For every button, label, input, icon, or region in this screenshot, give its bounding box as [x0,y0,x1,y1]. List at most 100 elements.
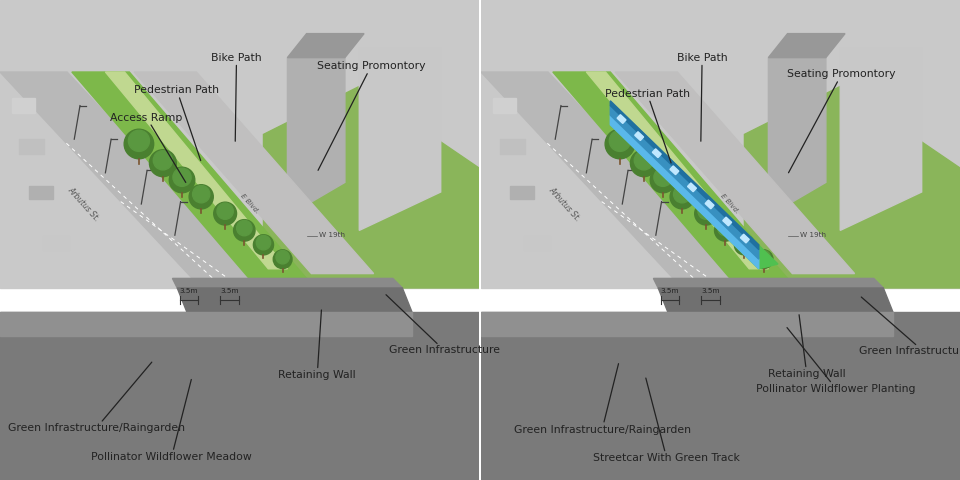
Circle shape [631,150,658,177]
Circle shape [173,168,191,186]
Circle shape [169,167,195,193]
Bar [0,312,479,480]
Bar [687,183,696,192]
Bar [635,132,643,141]
Polygon shape [611,101,758,250]
Text: Pedestrian Path: Pedestrian Path [605,89,690,163]
Polygon shape [287,58,345,216]
Polygon shape [134,72,373,274]
Circle shape [718,220,732,236]
Polygon shape [659,288,893,312]
Bar [524,236,550,250]
Circle shape [217,203,233,219]
Polygon shape [553,72,787,278]
Polygon shape [0,312,412,336]
Bar [740,234,749,243]
Text: Green Infrastructure/Raingarden: Green Infrastructure/Raingarden [514,364,690,434]
Text: Streetcar With Green Track: Streetcar With Green Track [593,378,740,463]
Circle shape [150,150,177,177]
Text: Pollinator Wildflower Planting: Pollinator Wildflower Planting [756,328,916,394]
Circle shape [256,236,271,250]
Text: 3.5m: 3.5m [180,288,198,294]
Circle shape [154,151,173,170]
Bar [500,139,525,154]
Polygon shape [481,72,749,288]
Circle shape [214,202,236,225]
Text: Access Ramp: Access Ramp [110,113,186,182]
Polygon shape [611,115,758,269]
Text: Seating Promontory: Seating Promontory [317,61,425,170]
Polygon shape [744,86,960,288]
Bar [617,115,626,123]
Polygon shape [359,48,441,230]
Polygon shape [768,34,845,58]
Polygon shape [611,106,758,259]
Polygon shape [615,72,854,274]
Polygon shape [72,72,306,278]
Circle shape [674,186,691,203]
Circle shape [189,185,213,209]
Text: Pollinator Wildflower Meadow: Pollinator Wildflower Meadow [91,380,252,462]
Circle shape [253,235,274,255]
Polygon shape [287,34,364,58]
Text: 3.5m: 3.5m [701,288,720,294]
Circle shape [734,235,755,255]
Circle shape [237,220,252,236]
Bar [492,98,516,113]
Polygon shape [654,278,883,288]
Circle shape [129,130,150,151]
Text: Retaining Wall: Retaining Wall [768,315,846,379]
Polygon shape [481,312,893,336]
Polygon shape [263,86,479,288]
Text: Arbutus St.: Arbutus St. [547,185,583,223]
Bar [481,312,960,480]
Bar [723,217,732,226]
Text: Seating Promontory: Seating Promontory [787,70,896,173]
Circle shape [698,203,714,219]
Bar [12,98,35,113]
Circle shape [670,185,694,209]
Polygon shape [106,72,287,269]
Bar [670,166,679,175]
Bar [19,139,44,154]
Text: Green Infrastructure/Ra: Green Infrastructure/Ra [859,297,960,356]
Polygon shape [0,72,268,288]
Bar [653,149,661,157]
Circle shape [635,151,654,170]
Circle shape [610,130,631,151]
Circle shape [737,236,752,250]
Text: Green Infrastructure/Raingarden: Green Infrastructure/Raingarden [8,362,184,433]
Circle shape [714,220,736,241]
Bar [43,236,69,250]
Polygon shape [611,120,778,269]
Circle shape [755,250,773,269]
Polygon shape [768,58,826,216]
Circle shape [276,251,289,264]
Circle shape [654,168,672,186]
Text: Green Infrastructure: Green Infrastructure [386,295,500,355]
Circle shape [650,167,676,193]
Text: E Blvd.: E Blvd. [239,193,259,215]
Polygon shape [173,278,402,288]
Circle shape [274,250,292,269]
Text: W 19th: W 19th [800,232,826,238]
Bar [0,0,479,288]
Circle shape [124,129,154,159]
Circle shape [695,202,717,225]
Text: 3.5m: 3.5m [220,288,239,294]
Bar [29,186,53,199]
Text: W 19th: W 19th [319,232,345,238]
Polygon shape [587,72,768,269]
Bar [510,186,534,199]
Circle shape [233,220,255,241]
Circle shape [193,186,210,203]
Bar [706,200,714,209]
Text: 3.5m: 3.5m [660,288,679,294]
Circle shape [756,251,770,264]
Text: Retaining Wall: Retaining Wall [278,310,356,380]
Text: Bike Path: Bike Path [677,53,728,141]
Bar [481,0,960,288]
Text: E Blvd.: E Blvd. [720,193,740,215]
Text: Bike Path: Bike Path [211,53,262,141]
Polygon shape [840,48,922,230]
